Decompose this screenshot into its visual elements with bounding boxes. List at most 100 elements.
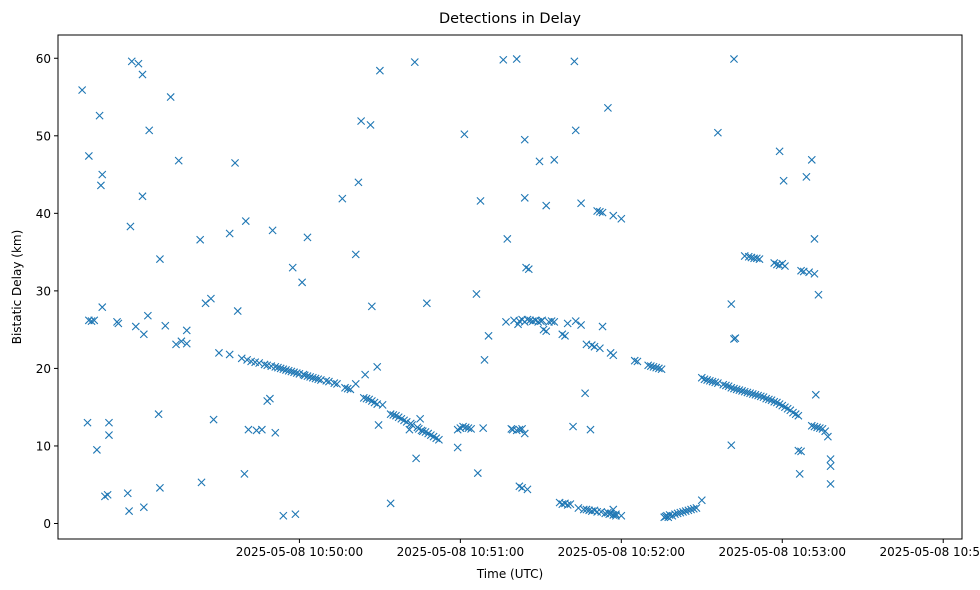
data-point: [719, 380, 728, 389]
data-point: [476, 196, 485, 205]
x-tick-label: 2025-05-08 10:52:00: [558, 545, 685, 559]
y-tick-label: 60: [36, 52, 51, 66]
data-point: [598, 322, 607, 331]
data-point: [472, 289, 481, 298]
data-point: [797, 447, 806, 456]
data-point: [174, 156, 183, 165]
data-point: [225, 350, 234, 359]
data-point: [617, 214, 626, 223]
data-point: [705, 376, 714, 385]
x-tick-label: 2025-05-08 10:51:00: [397, 545, 524, 559]
data-point: [166, 93, 175, 102]
data-point: [512, 55, 521, 64]
data-point: [738, 386, 747, 395]
data-point: [341, 383, 350, 392]
data-point: [746, 389, 755, 398]
data-point: [314, 375, 323, 384]
data-point: [240, 469, 249, 478]
data-point: [300, 371, 309, 380]
y-tick-label: 10: [36, 439, 51, 453]
data-point: [727, 300, 736, 309]
data-point: [512, 426, 521, 435]
data-point: [416, 414, 425, 423]
data-point: [775, 147, 784, 156]
data-point: [603, 103, 612, 112]
data-point: [770, 397, 779, 406]
data-point: [114, 319, 123, 328]
data-point: [810, 269, 819, 278]
data-point: [550, 317, 559, 326]
y-axis-ticks: 0 10 20 30 40 50 60: [36, 52, 58, 531]
y-tick-label: 50: [36, 129, 51, 143]
data-point: [389, 410, 398, 419]
data-point: [422, 299, 431, 308]
data-point: [138, 192, 147, 201]
data-point: [797, 266, 806, 275]
data-point: [78, 86, 87, 95]
data-point: [214, 348, 223, 357]
data-point: [756, 392, 765, 401]
data-point: [692, 503, 701, 512]
data-point: [92, 445, 101, 454]
data-point: [83, 418, 92, 427]
data-point: [461, 423, 470, 432]
data-point: [291, 510, 300, 519]
data-point: [748, 390, 757, 398]
data-point: [574, 503, 583, 512]
data-point: [764, 395, 773, 404]
data-point: [520, 429, 529, 438]
data-point: [670, 510, 679, 519]
data-point: [590, 342, 599, 351]
data-point: [126, 222, 135, 231]
data-point: [241, 217, 250, 226]
data-point: [279, 365, 288, 374]
data-point: [503, 234, 512, 243]
data-point: [84, 151, 93, 160]
data-point: [351, 250, 360, 259]
data-point: [306, 372, 315, 381]
data-point: [779, 176, 788, 185]
data-point: [96, 181, 105, 190]
data-point: [807, 421, 816, 430]
data-point: [754, 391, 763, 400]
data-point: [570, 57, 579, 66]
data-point: [617, 511, 626, 520]
data-point: [633, 357, 642, 366]
data-point: [805, 268, 814, 277]
data-point: [282, 365, 291, 374]
data-point: [703, 376, 712, 385]
data-point: [197, 478, 206, 487]
data-point: [630, 356, 639, 365]
data-point: [598, 208, 607, 217]
data-point: [563, 500, 572, 509]
x-tick-label: 2025-05-08 10:53:00: [719, 545, 846, 559]
data-point: [684, 506, 693, 515]
data-point: [646, 362, 655, 371]
data-point: [405, 425, 414, 434]
data-point: [460, 130, 469, 139]
y-tick-label: 20: [36, 362, 51, 376]
data-point: [826, 462, 835, 471]
data-point: [103, 490, 112, 499]
data-point: [386, 499, 395, 508]
data-point: [273, 363, 282, 372]
data-point: [676, 508, 685, 517]
data-point: [467, 424, 476, 433]
data-point: [244, 425, 253, 434]
data-point: [700, 375, 709, 384]
data-point: [139, 330, 148, 339]
data-point: [550, 155, 559, 164]
data-point: [810, 422, 819, 431]
data-point: [711, 378, 720, 387]
x-axis-ticks: 2025-05-08 10:50:00 2025-05-08 10:51:00 20…: [236, 539, 980, 559]
data-point: [561, 331, 569, 340]
data-point: [418, 427, 427, 436]
data-point: [303, 233, 312, 242]
data-point: [311, 374, 320, 383]
data-point: [687, 505, 696, 514]
data-point: [673, 509, 682, 518]
data-point: [743, 388, 752, 397]
chart-title: Detections in Delay: [439, 11, 581, 27]
data-point: [795, 469, 804, 478]
